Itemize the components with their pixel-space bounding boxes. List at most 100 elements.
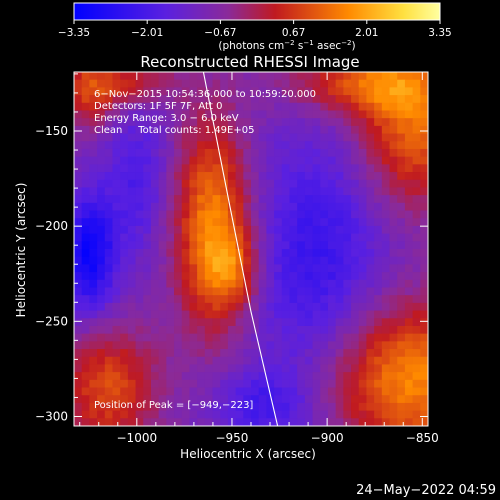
heatmap-cell	[304, 272, 313, 281]
heatmap-cell	[197, 202, 206, 211]
heatmap-cell	[181, 333, 190, 342]
heatmap-cell	[404, 79, 414, 88]
heatmap-cell	[174, 349, 183, 358]
heatmap-cell	[304, 364, 313, 373]
heatmap-cell	[251, 172, 260, 181]
heatmap-cell	[381, 264, 390, 273]
heatmap-cell	[143, 79, 152, 88]
heatmap-cell	[197, 95, 206, 104]
heatmap-cell	[204, 110, 213, 119]
heatmap-cell	[243, 395, 252, 404]
heatmap-cell	[127, 233, 136, 242]
heatmap-cell	[112, 372, 121, 381]
heatmap-cell	[397, 249, 406, 258]
heatmap-cell	[166, 256, 175, 265]
heatmap-cell	[135, 372, 144, 381]
heatmap-cell	[289, 141, 298, 150]
heatmap-cell	[120, 79, 129, 88]
heatmap-cell	[181, 148, 190, 158]
heatmap-cell	[220, 102, 229, 111]
heatmap-cell	[281, 364, 290, 373]
heatmap-cell	[235, 379, 244, 388]
heatmap-cell	[158, 349, 167, 358]
heatmap-cell	[112, 256, 121, 265]
heatmap-cell	[266, 79, 275, 88]
heatmap-cell	[97, 195, 106, 204]
heatmap-cell	[258, 87, 267, 96]
heatmap-cell	[320, 148, 329, 158]
heatmap-cell	[389, 72, 398, 81]
heatmap-cell	[220, 241, 229, 250]
heatmap-cell	[358, 287, 367, 296]
heatmap-cell	[143, 110, 152, 119]
heatmap-cell	[335, 302, 344, 311]
heatmap-cell	[412, 118, 421, 127]
heatmap-cell	[181, 325, 190, 335]
heatmap-cell	[89, 125, 98, 134]
heatmap-cell	[381, 372, 390, 381]
heatmap-cell	[320, 418, 329, 426]
heatmap-cell	[404, 179, 414, 188]
heatmap-cell	[135, 410, 144, 419]
heatmap-cell	[327, 79, 337, 88]
heatmap-cell	[243, 148, 252, 158]
heatmap-cell	[412, 218, 421, 227]
heatmap-cell	[366, 279, 375, 288]
heatmap-cell	[274, 279, 283, 288]
heatmap-cell	[366, 264, 375, 273]
heatmap-cell	[212, 118, 221, 127]
heatmap-cell	[120, 172, 129, 181]
heatmap-cell	[343, 364, 352, 373]
heatmap-cell	[150, 402, 160, 412]
heatmap-cell	[112, 133, 121, 142]
heatmap-cell	[258, 249, 267, 258]
heatmap-cell	[251, 233, 260, 242]
heatmap-cell	[120, 318, 129, 327]
heatmap-cell	[81, 164, 90, 173]
heatmap-cell	[374, 356, 383, 365]
heatmap-cell	[220, 410, 229, 419]
heatmap-cell	[235, 110, 244, 119]
heatmap-cell	[281, 156, 290, 165]
heatmap-cell	[374, 395, 383, 404]
heatmap-cell	[158, 125, 167, 134]
heatmap-cell	[327, 133, 337, 142]
heatmap-cell	[197, 295, 206, 304]
heatmap-cell	[358, 395, 367, 404]
heatmap-cell	[420, 372, 428, 381]
heatmap-cell	[258, 395, 267, 404]
heatmap-cell	[127, 202, 136, 211]
heatmap-cell	[351, 356, 360, 365]
heatmap-cell	[304, 210, 313, 219]
heatmap-cell	[135, 264, 144, 273]
heatmap-cell	[181, 249, 190, 258]
heatmap-cell	[220, 318, 229, 327]
heatmap-cell	[181, 341, 190, 350]
heatmap-cell	[143, 295, 152, 304]
heatmap-cell	[104, 233, 113, 242]
heatmap-cell	[274, 202, 283, 211]
heatmap-cell	[304, 279, 313, 288]
heatmap-cell	[266, 225, 275, 235]
heatmap-cell	[343, 148, 352, 158]
heatmap-cell	[89, 187, 98, 196]
heatmap-cell	[281, 210, 290, 219]
heatmap-cell	[74, 333, 83, 342]
heatmap-cell	[374, 279, 383, 288]
heatmap-cell	[381, 172, 390, 181]
heatmap-cell	[112, 310, 121, 319]
heatmap-cell	[412, 395, 421, 404]
heatmap-cell	[412, 249, 421, 258]
heatmap-cell	[227, 341, 237, 350]
heatmap-cell	[335, 310, 344, 319]
heatmap-cell	[235, 133, 244, 142]
x-axis-label: Heliocentric X (arcsec)	[180, 447, 316, 461]
heatmap-cell	[166, 249, 175, 258]
heatmap-cell	[189, 225, 198, 235]
heatmap-cell	[112, 418, 121, 426]
heatmap-cell	[289, 156, 298, 165]
heatmap-cell	[251, 179, 260, 188]
heatmap-cell	[181, 379, 190, 388]
heatmap-cell	[143, 172, 152, 181]
heatmap-cell	[351, 187, 360, 196]
